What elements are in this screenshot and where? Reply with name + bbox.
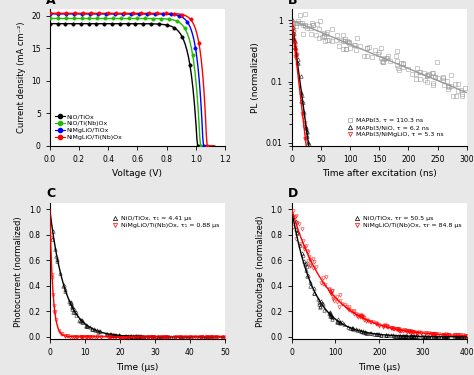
- X-axis label: Voltage (V): Voltage (V): [112, 170, 163, 178]
- Text: A: A: [46, 0, 56, 7]
- Legend: NiO/TiOx, τ₁ = 4.41 μs, NiMgLiO/Ti(Nb)Ox, τ₁ = 0.88 μs: NiO/TiOx, τ₁ = 4.41 μs, NiMgLiO/Ti(Nb)Ox…: [109, 213, 222, 231]
- Y-axis label: Current density (mA cm⁻²): Current density (mA cm⁻²): [17, 22, 26, 133]
- Text: C: C: [46, 187, 55, 200]
- Text: B: B: [288, 0, 298, 7]
- Y-axis label: Photocurrent (normalized): Photocurrent (normalized): [14, 216, 23, 327]
- Y-axis label: PL (normalized): PL (normalized): [251, 42, 260, 113]
- Legend: MAPbI3, τ = 110.3 ns, MAPbI3/NiO, τ = 6.2 ns, MAPbI3/NiMgLiO, τ = 5.3 ns: MAPbI3, τ = 110.3 ns, MAPbI3/NiO, τ = 6.…: [344, 115, 446, 140]
- X-axis label: Time after excitation (ns): Time after excitation (ns): [322, 170, 437, 178]
- Legend: NiO/TiOx, τr = 50.5 μs, NiMgLiO/Ti(Nb)Ox, τr = 84.8 μs: NiO/TiOx, τr = 50.5 μs, NiMgLiO/Ti(Nb)Ox…: [351, 213, 464, 231]
- Y-axis label: Photovoltage (normalized): Photovoltage (normalized): [256, 216, 265, 327]
- X-axis label: Time (μs): Time (μs): [358, 363, 401, 372]
- Text: D: D: [288, 187, 298, 200]
- Legend: NiO/TiOx, NiO/Ti(Nb)Ox, NiMgLiO/TiOx, NiMgLiO/Ti(Nb)Ox: NiO/TiOx, NiO/Ti(Nb)Ox, NiMgLiO/TiOx, Ni…: [53, 111, 125, 142]
- X-axis label: Time (μs): Time (μs): [116, 363, 159, 372]
